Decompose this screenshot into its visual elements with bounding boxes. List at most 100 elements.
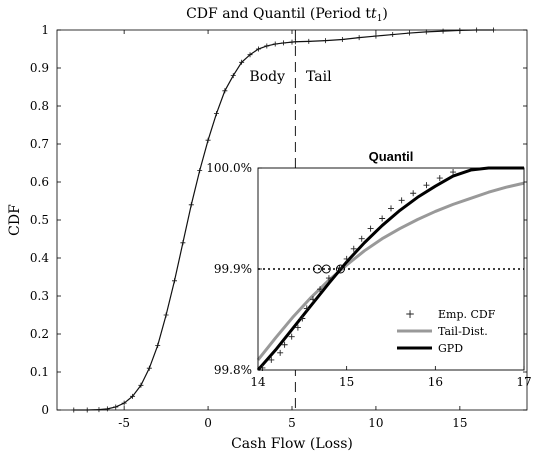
quantile-circle bbox=[312, 264, 322, 274]
inset-chart-title: Quantil bbox=[369, 149, 414, 164]
main-y-tick-label: 0.7 bbox=[30, 137, 49, 151]
emp-cdf-point bbox=[309, 296, 316, 303]
main-x-tick-label: -5 bbox=[118, 416, 130, 430]
inset-y-tick-label: 99.8% bbox=[214, 363, 252, 377]
main-cdf-point bbox=[113, 404, 119, 410]
main-axis-ticks: -5 0 5 10 15 0 0.1 0.2 0.3 0.4 0.5 0.6 0.7 0.8 0.9 1 bbox=[30, 23, 527, 430]
main-cdf-point bbox=[146, 365, 152, 371]
main-cdf-point bbox=[84, 407, 90, 413]
emp-cdf-point bbox=[450, 169, 457, 176]
main-cdf-point bbox=[373, 33, 379, 39]
legend-marker-emp-cdf: + bbox=[405, 307, 415, 321]
inset-legend: + Emp. CDF Tail-Dist. GPD bbox=[397, 307, 496, 355]
main-x-tick-label: 5 bbox=[288, 416, 296, 430]
main-cdf-point bbox=[281, 40, 287, 46]
main-cdf-point bbox=[339, 37, 345, 42]
main-cdf-point bbox=[155, 342, 161, 348]
main-cdf-point bbox=[71, 407, 77, 413]
main-cdf-point bbox=[121, 400, 127, 406]
main-y-tick-label: 0.8 bbox=[30, 99, 49, 113]
main-y-axis-label: CDF bbox=[7, 204, 23, 236]
emp-cdf-point bbox=[436, 175, 443, 182]
inset-x-tick-label: 15 bbox=[339, 375, 354, 389]
body-region-label: Body bbox=[249, 69, 285, 85]
quantile-circle bbox=[321, 264, 331, 274]
main-y-tick-label: 0.1 bbox=[30, 365, 49, 379]
main-y-tick-label: 0.6 bbox=[30, 175, 49, 189]
main-cdf-point bbox=[474, 27, 480, 33]
emp-cdf-point bbox=[277, 349, 284, 356]
main-cdf-series bbox=[71, 27, 496, 413]
main-cdf-point bbox=[197, 168, 203, 174]
main-cdf-point bbox=[172, 278, 177, 284]
inset-y-tick-label: 100.0% bbox=[206, 161, 252, 175]
main-cdf-point bbox=[239, 59, 245, 65]
main-cdf-point bbox=[255, 46, 261, 52]
emp-cdf-point bbox=[299, 315, 306, 322]
emp-cdf-point bbox=[288, 333, 295, 340]
tail-region-label: Tail bbox=[306, 69, 332, 85]
main-cdf-point bbox=[457, 27, 463, 33]
main-cdf-point bbox=[292, 39, 298, 45]
main-y-tick-label: 0.9 bbox=[30, 61, 49, 75]
main-cdf-point bbox=[163, 312, 169, 318]
emp-cdf-point bbox=[379, 215, 386, 222]
main-cdf-point bbox=[407, 30, 412, 36]
inset-line-tail-dist- bbox=[256, 181, 525, 361]
main-chart-title: CDF and Quantil (Period tt1) bbox=[186, 6, 388, 24]
emp-cdf-point bbox=[281, 341, 288, 348]
emp-cdf-point bbox=[268, 356, 275, 363]
main-cdf-point bbox=[180, 240, 186, 246]
main-cdf-point bbox=[213, 111, 219, 117]
inset-axis-ticks: 14 15 16 17 99.8% 99.9% 100.0% bbox=[206, 161, 531, 389]
quantile-circle bbox=[335, 264, 345, 274]
main-cdf-point bbox=[490, 27, 496, 33]
main-cdf-point bbox=[390, 32, 396, 38]
emp-cdf-point bbox=[336, 264, 343, 271]
main-cdf-point bbox=[230, 73, 236, 79]
main-cdf-point bbox=[264, 43, 270, 49]
quantile-circle-markers bbox=[312, 264, 345, 274]
inset-series bbox=[256, 166, 525, 371]
emp-cdf-point bbox=[388, 205, 394, 212]
main-y-tick-label: 0.2 bbox=[30, 327, 49, 341]
emp-cdf-point bbox=[325, 275, 332, 282]
emp-cdf-point bbox=[398, 197, 405, 204]
main-y-tick-label: 1 bbox=[41, 23, 49, 37]
main-y-tick-label: 0 bbox=[41, 403, 49, 417]
main-cdf-point bbox=[323, 38, 329, 44]
emp-cdf-point bbox=[410, 190, 417, 197]
inset-plot-frame bbox=[257, 167, 525, 371]
legend-label-gpd: GPD bbox=[438, 342, 463, 355]
main-cdf-point bbox=[306, 38, 312, 44]
main-y-tick-label: 0.5 bbox=[30, 213, 49, 227]
emp-cdf-point bbox=[358, 235, 365, 242]
emp-cdf-point bbox=[423, 182, 430, 189]
main-cdf-point bbox=[440, 28, 446, 34]
inset-x-tick-label: 14 bbox=[250, 375, 266, 389]
inset-x-tick-label: 16 bbox=[428, 375, 443, 389]
emp-cdf-point bbox=[343, 255, 350, 262]
inset-chart: Quantil 14 15 16 17 99.8% 99.9% 100.0% + Emp. … bbox=[206, 149, 531, 389]
main-cdf-point bbox=[272, 41, 278, 47]
inset-y-tick-label: 99.9% bbox=[214, 262, 252, 276]
emp-cdf-point bbox=[367, 225, 374, 232]
main-cdf-point bbox=[130, 393, 136, 399]
main-cdf-point bbox=[205, 137, 211, 143]
main-cdf-point bbox=[96, 407, 102, 413]
main-y-tick-label: 0.3 bbox=[30, 289, 49, 303]
main-cdf-point bbox=[104, 406, 110, 412]
inset-x-tick-label: 17 bbox=[516, 375, 531, 389]
emp-cdf-point bbox=[317, 286, 324, 293]
emp-cdf-point bbox=[303, 305, 310, 312]
main-x-axis-label: Cash Flow (Loss) bbox=[231, 436, 353, 452]
main-y-tick-label: 0.4 bbox=[30, 251, 49, 265]
main-cdf-point bbox=[188, 202, 194, 208]
main-x-tick-label: 15 bbox=[452, 416, 467, 430]
main-cdf-point bbox=[356, 35, 362, 41]
emp-cdf-point bbox=[294, 324, 301, 331]
main-cdf-point bbox=[138, 382, 144, 388]
main-x-tick-label: 10 bbox=[368, 416, 383, 430]
main-x-tick-label: 0 bbox=[204, 416, 212, 430]
